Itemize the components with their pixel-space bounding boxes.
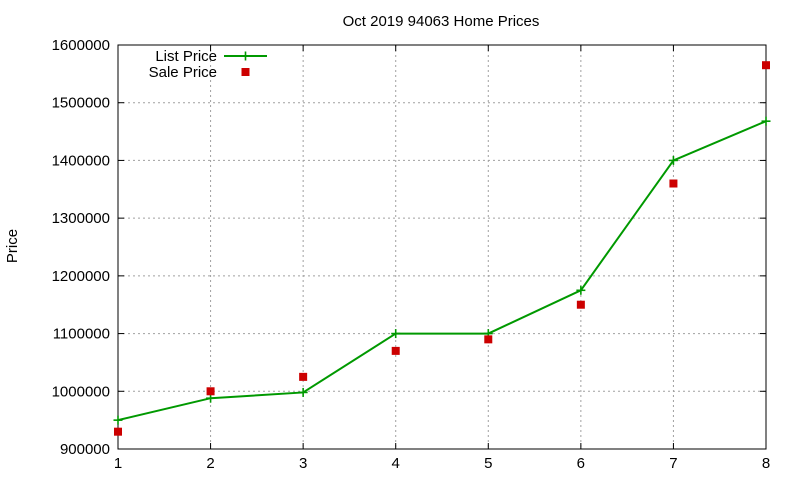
plot-frame (117, 44, 767, 450)
chart-title: Oct 2019 94063 Home Prices (343, 13, 540, 30)
x-tick-label: 8 (762, 455, 770, 472)
sale-price-point (762, 61, 770, 70)
list-price-point (668, 155, 678, 165)
sale-price-point (299, 372, 308, 381)
y-tick-label: 1400000 (52, 152, 110, 169)
x-tick-label: 1 (114, 455, 122, 472)
legend-marker-list-price (241, 51, 250, 61)
sale-price-point (669, 179, 678, 188)
list-price-line (117, 120, 767, 422)
y-axis-label: Price (4, 229, 21, 263)
series-layer (113, 61, 771, 436)
legend-label-list-price: List Price (155, 48, 217, 65)
sale-price-point (206, 387, 215, 396)
list-price-point (576, 285, 586, 295)
axis-ticks: 900000 1000000 1100000 1200000 1300000 140000… (52, 37, 771, 472)
y-tick-label: 1600000 (52, 37, 110, 54)
sale-price-point (484, 335, 493, 344)
x-tick-label: 7 (669, 455, 677, 472)
legend-marker-sale-price (241, 68, 250, 76)
list-price-point (761, 116, 771, 126)
x-tick-label: 4 (392, 455, 400, 472)
x-tick-label: 3 (299, 455, 307, 472)
y-tick-label: 1100000 (53, 326, 110, 343)
y-tick-label: 1200000 (52, 268, 110, 285)
sale-price-point (114, 427, 122, 436)
list-price-point (298, 387, 308, 397)
legend-label-sale-price: Sale Price (149, 64, 217, 81)
list-price-point (391, 329, 401, 339)
x-tick-label: 2 (206, 455, 214, 472)
y-tick-label: 1500000 (52, 95, 110, 112)
list-price-point (113, 415, 123, 425)
y-tick-label: 900000 (60, 441, 110, 458)
y-tick-label: 1000000 (52, 383, 110, 400)
grid (118, 45, 766, 449)
x-tick-label: 6 (577, 455, 585, 472)
sale-price-point (576, 300, 585, 309)
sale-price-point (391, 346, 400, 355)
y-tick-label: 1300000 (52, 210, 110, 227)
x-tick-label: 5 (484, 455, 492, 472)
